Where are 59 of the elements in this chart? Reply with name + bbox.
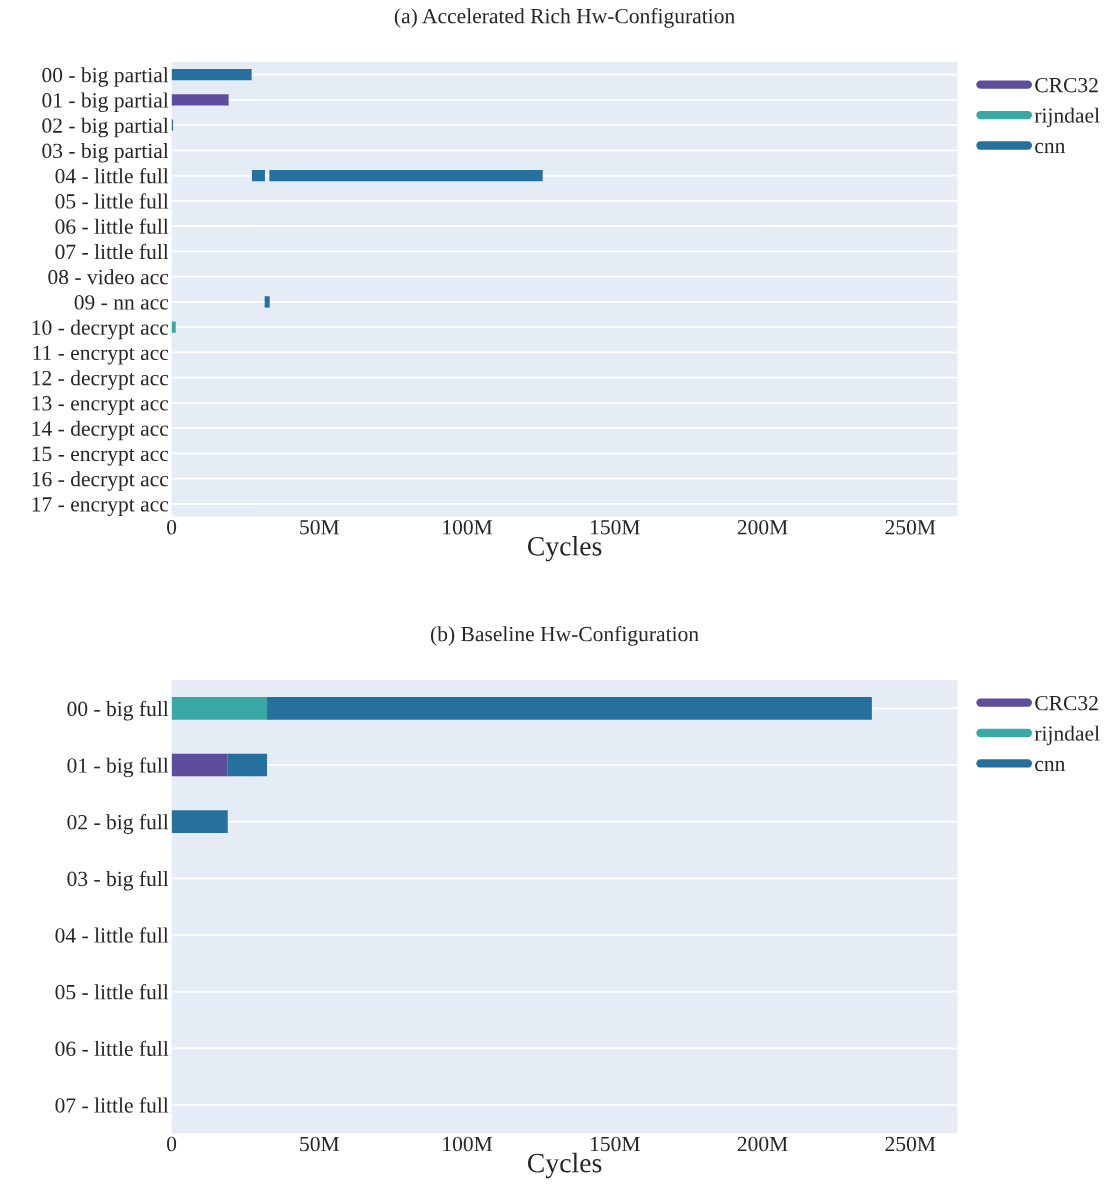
x-tick-label: 0: [167, 519, 177, 535]
y-tick-label: 06 - little full: [55, 1040, 169, 1057]
legend-label: rijndael: [1034, 725, 1100, 746]
x-tick-label: 250M: [885, 519, 936, 535]
y-tick-label: 04 - little full: [55, 927, 169, 943]
y-tick-label: 09 - nn acc: [74, 295, 169, 310]
bar: [267, 697, 872, 720]
bar: [171, 753, 228, 777]
bar: [171, 810, 228, 834]
bar: [171, 321, 176, 333]
bar: [264, 296, 270, 308]
bar: [171, 68, 252, 81]
legend-label: CRC32: [1035, 695, 1098, 711]
x-axis-title: Cycles: [527, 536, 602, 562]
y-tick-label: 00 - big full: [67, 700, 169, 721]
y-tick-label: 12 - decrypt acc: [32, 370, 169, 390]
bar: [251, 169, 265, 182]
bar: [269, 169, 543, 182]
legend-label: CRC32: [1035, 77, 1098, 93]
legend-label: cnn: [1035, 760, 1066, 772]
y-tick-label: 01 - big full: [67, 757, 169, 778]
bar: [171, 697, 268, 720]
x-tick-label: 150M: [590, 1136, 640, 1152]
x-tick-label: 100M: [443, 519, 493, 535]
x-tick-label: 50M: [300, 1136, 340, 1152]
y-tick-label: 14 - decrypt acc: [32, 420, 169, 441]
y-tick-label: 07 - little full: [55, 243, 169, 260]
y-tick-label: 07 - little full: [55, 1097, 169, 1113]
legend-label: rijndael: [1034, 107, 1100, 128]
y-tick-label: 01 - big partial: [42, 92, 169, 113]
y-tick-label: 06 - little full: [55, 218, 169, 234]
x-tick-label: 250M: [885, 1136, 936, 1152]
y-tick-label: 04 - little full: [55, 167, 169, 184]
legend-label: cnn: [1035, 142, 1066, 154]
x-tick-label: 150M: [590, 519, 640, 535]
x-tick-label: 200M: [737, 519, 788, 535]
y-tick-label: 00 - big partial: [42, 67, 169, 87]
y-tick-label: 11 - encrypt acc: [33, 345, 169, 365]
y-tick-label: 08 - video acc: [48, 269, 169, 285]
y-tick-label: 17 - encrypt acc: [32, 497, 169, 517]
chart-title: (a) Accelerated Rich Hw-Configuration: [394, 7, 735, 28]
y-tick-label: 13 - encrypt acc: [32, 396, 169, 416]
chart-title: (b) Baseline Hw-Configuration: [431, 625, 699, 646]
y-tick-label: 10 - decrypt acc: [32, 319, 169, 340]
bar: [227, 753, 268, 777]
bar: [171, 94, 229, 106]
x-axis-title: Cycles: [527, 1152, 602, 1179]
x-tick-label: 100M: [443, 1136, 493, 1152]
x-tick-label: 50M: [300, 519, 340, 535]
x-tick-label: 0: [167, 1136, 177, 1152]
y-tick-label: 02 - big partial: [42, 117, 169, 138]
y-tick-label: 16 - decrypt acc: [32, 471, 169, 491]
x-tick-label: 200M: [737, 1136, 788, 1152]
y-tick-label: 03 - big full: [67, 870, 169, 891]
y-tick-label: 15 - encrypt acc: [32, 446, 169, 466]
y-tick-label: 05 - little full: [55, 983, 169, 1000]
y-tick-label: 05 - little full: [55, 193, 169, 209]
y-tick-label: 03 - big partial: [42, 142, 169, 163]
y-tick-label: 02 - big full: [67, 814, 169, 834]
